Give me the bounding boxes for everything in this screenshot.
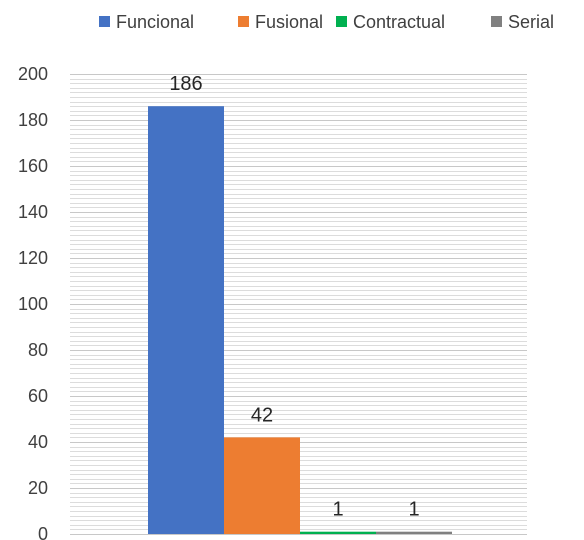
legend-swatch-contractual [336,16,347,27]
y-tick-label: 60 [28,386,48,406]
data-label-funcional: 186 [169,73,202,95]
y-tick-label: 140 [18,202,48,222]
bar-funcional [148,106,224,534]
data-label-serial: 1 [408,499,419,521]
legend-label-serial: Serial [508,12,554,32]
y-tick-label: 160 [18,156,48,176]
legend-label-contractual: Contractual [353,12,445,32]
y-tick-label: 180 [18,110,48,130]
y-tick-label: 100 [18,294,48,314]
y-tick-label: 200 [18,64,48,84]
legend: Funcional Fusional Contractual Serial [99,12,554,32]
legend-swatch-fusional [238,16,249,27]
data-labels: 186 42 1 1 [169,73,419,521]
bars [148,106,452,534]
legend-swatch-funcional [99,16,110,27]
legend-label-fusional: Fusional [255,12,323,32]
y-tick-label: 120 [18,248,48,268]
bar-fusional [224,437,300,534]
bar-contractual [300,531,376,534]
data-label-fusional: 42 [251,404,273,426]
legend-swatch-serial [491,16,502,27]
data-label-contractual: 1 [332,499,343,521]
y-tick-label: 20 [28,478,48,498]
y-tick-label: 40 [28,432,48,452]
y-axis: 0 20 40 60 80 100 120 140 160 180 200 [18,64,48,540]
y-tick-label: 80 [28,340,48,360]
legend-label-funcional: Funcional [116,12,194,32]
bar-serial [376,531,452,534]
y-tick-label: 0 [38,524,48,540]
